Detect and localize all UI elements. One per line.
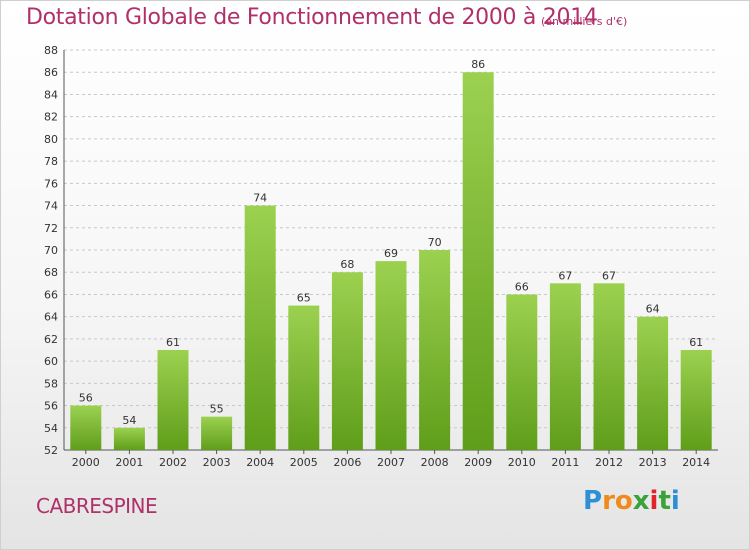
logo-letter: t [658,486,671,516]
data-label: 68 [340,258,354,271]
bar [506,294,538,450]
data-label: 69 [384,247,398,260]
data-label: 61 [689,336,703,349]
logo-letter: i [649,486,659,516]
x-tick-label: 2005 [290,456,318,469]
x-tick-label: 2006 [333,456,361,469]
bar [288,305,320,450]
x-tick-label: 2002 [159,456,187,469]
data-label: 54 [122,414,136,427]
bar [113,427,145,450]
y-tick-label: 76 [44,177,58,190]
y-tick-label: 60 [44,355,58,368]
bar [201,416,233,450]
y-tick-label: 54 [44,422,58,435]
bar [680,350,712,450]
commune-name: CABRESPINE [36,494,158,518]
x-tick-label: 2004 [246,456,274,469]
bar [549,283,581,450]
bar [593,283,625,450]
y-tick-label: 66 [44,288,58,301]
y-tick-label: 82 [44,111,58,124]
proxiti-logo: Proxiti [583,486,680,516]
y-tick-label: 52 [44,444,58,457]
x-tick-label: 2007 [377,456,405,469]
bar [419,250,451,450]
logo-letter: x [632,486,650,516]
logo-letter: i [670,486,680,516]
y-tick-label: 88 [44,44,58,57]
y-tick-label: 58 [44,377,58,390]
y-tick-label: 84 [44,88,58,101]
y-tick-label: 56 [44,400,58,413]
x-tick-label: 2008 [421,456,449,469]
x-tick-label: 2012 [595,456,623,469]
y-tick-label: 70 [44,244,58,257]
y-tick-label: 64 [44,311,58,324]
x-tick-label: 2011 [551,456,579,469]
unit-note: (en milliers d'€) [541,15,628,28]
bar [331,272,363,450]
bar [157,350,189,450]
data-label: 66 [515,280,529,293]
x-tick-label: 2001 [115,456,143,469]
data-label: 67 [558,269,572,282]
data-label: 65 [297,292,311,305]
y-tick-label: 80 [44,133,58,146]
x-tick-label: 2000 [72,456,100,469]
x-tick-label: 2013 [639,456,667,469]
logo-letter: r [602,486,615,516]
data-label: 70 [428,236,442,249]
x-tick-label: 2003 [203,456,231,469]
y-tick-label: 74 [44,200,58,213]
logo-letter: P [583,486,603,516]
bar [462,72,494,450]
chart-title: Dotation Globale de Fonctionnement de 20… [26,5,598,30]
y-tick-label: 68 [44,266,58,279]
data-label: 74 [253,192,267,205]
data-label: 61 [166,336,180,349]
data-label: 55 [210,403,224,416]
y-tick-label: 78 [44,155,58,168]
x-tick-label: 2010 [508,456,536,469]
bar [375,261,407,450]
x-tick-label: 2009 [464,456,492,469]
data-label: 86 [471,58,485,71]
data-label: 56 [79,392,93,405]
y-tick-label: 62 [44,333,58,346]
logo-letter: o [614,486,633,516]
bar [244,205,276,450]
y-tick-label: 72 [44,222,58,235]
x-tick-label: 2014 [682,456,710,469]
data-label: 64 [646,303,660,316]
y-tick-label: 86 [44,66,58,79]
data-label: 67 [602,269,616,282]
bar [70,405,102,450]
bar [637,316,669,450]
